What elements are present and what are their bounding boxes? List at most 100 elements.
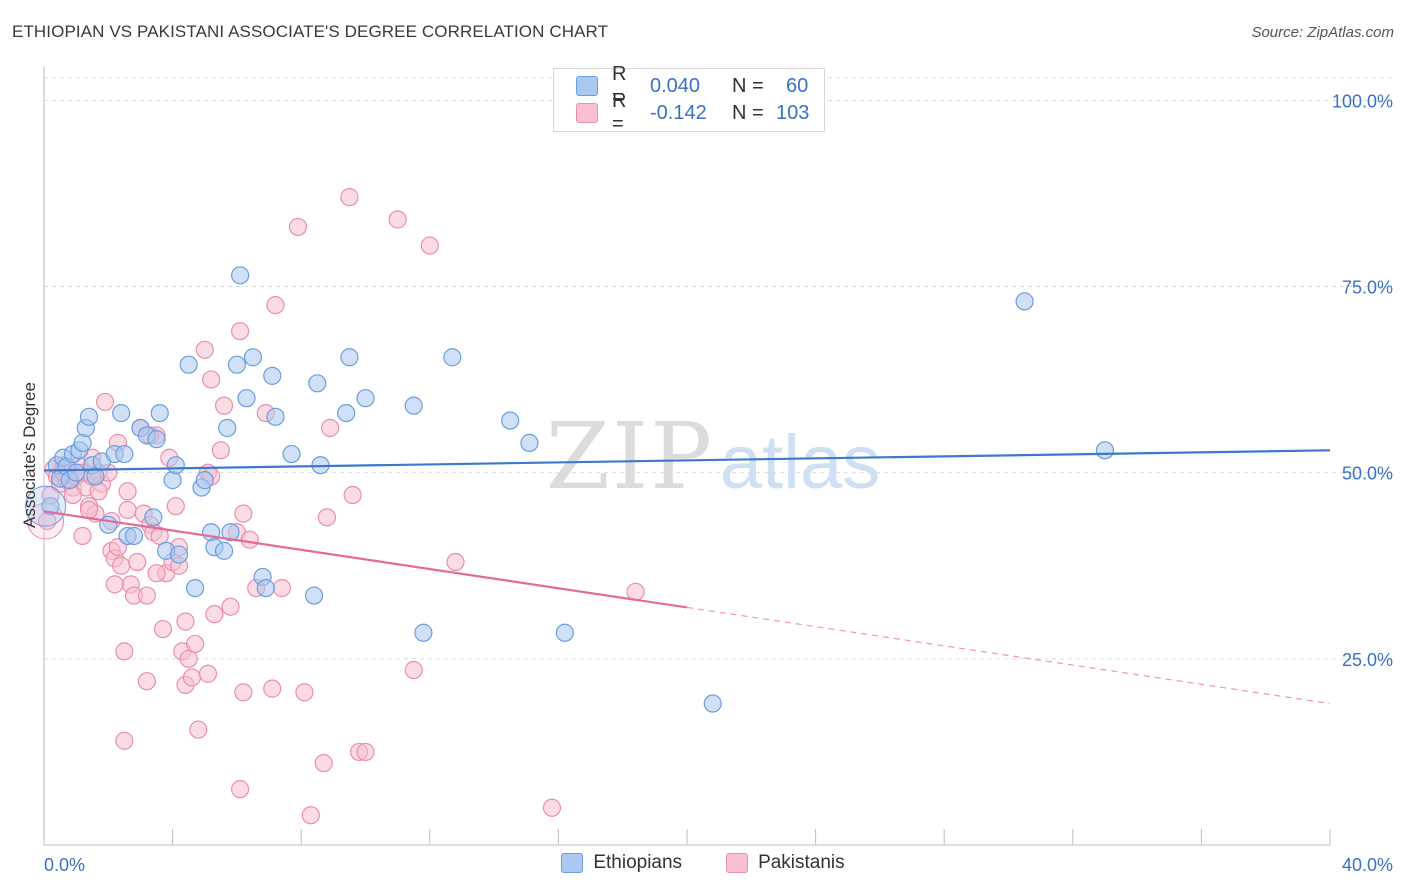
ethiopians-label: Ethiopians — [593, 852, 683, 873]
pakistani-point — [321, 418, 340, 438]
legend-r-value: -0.142 — [650, 101, 707, 124]
ethiopians-swatch — [561, 853, 584, 873]
ethiopian-point — [150, 403, 169, 423]
ethiopian-cluster — [25, 485, 67, 527]
gridlines — [44, 77, 1392, 660]
trend-line-ethiopians — [43, 449, 1331, 472]
pakistani-point — [195, 340, 214, 359]
ethiopian-point — [304, 586, 324, 605]
ethiopian-point — [703, 694, 722, 713]
pakistani-point — [420, 236, 439, 255]
ethiopian-point — [163, 471, 182, 490]
ethiopian-point — [404, 396, 423, 415]
ethiopian-point — [340, 348, 359, 367]
pakistani-point — [234, 504, 253, 523]
chart-title: ETHIOPIAN VS PAKISTANI ASSOCIATE'S DEGRE… — [12, 22, 609, 41]
legend-swatch-blue — [576, 76, 598, 96]
ethiopian-point — [308, 374, 327, 393]
legend-r-value: 0.040 — [650, 74, 701, 97]
legend-row-pakistanis: R = -0.142 N = 103 — [576, 90, 810, 135]
pakistani-point — [118, 482, 137, 501]
ethiopian-point — [186, 578, 205, 598]
pakistani-point — [198, 664, 218, 683]
pakistani-point — [317, 508, 337, 527]
pakistani-point — [343, 485, 362, 505]
ethiopian-point — [67, 463, 86, 482]
ethiopian-point — [266, 407, 285, 426]
ethiopian-point — [73, 433, 92, 452]
correlation-legend: R = 0.040 N = 60 R = -0.142 N = 103 — [553, 63, 825, 135]
pakistani-point — [137, 586, 156, 605]
ethiopian-point — [263, 366, 282, 385]
pakistani-point — [356, 742, 375, 762]
ethiopian-point — [256, 578, 275, 598]
pakistani-point — [340, 188, 359, 207]
ethiopian-point — [221, 523, 240, 542]
legend-n-value: 60 — [786, 74, 809, 97]
ethiopian-point — [124, 526, 144, 546]
tick-labels: 25.0% 50.0% 75.0% 100.0% 0.0% 40.0% — [44, 91, 1393, 875]
axes — [43, 66, 1331, 846]
pakistani-point — [118, 500, 137, 520]
ethiopian-point — [214, 541, 234, 560]
ethiopian-point — [144, 508, 163, 527]
pakistani-point — [446, 552, 465, 572]
pakistani-point — [63, 485, 83, 505]
ethiopian-point — [169, 545, 189, 564]
legend-row-ethiopians: R = 0.040 N = 60 — [576, 63, 809, 108]
pakistani-point — [263, 679, 282, 698]
ethiopian-point — [414, 623, 433, 642]
pakistani-point — [79, 500, 99, 520]
ethiopian-point — [227, 355, 246, 374]
pakistani-point — [301, 806, 320, 825]
pakistani-point — [112, 556, 131, 575]
legend-item-pakistanis: Pakistanis — [726, 852, 845, 874]
ethiopian-point — [356, 389, 375, 408]
ethiopian-point — [179, 355, 198, 374]
pakistani-point — [115, 731, 134, 750]
pakistani-point — [272, 578, 292, 598]
series-legend: Ethiopians Pakistanis — [0, 852, 1406, 874]
pakistani-point — [186, 634, 205, 654]
pakistani-point — [211, 441, 230, 460]
ethiopian-point — [1095, 441, 1115, 460]
legend-r-label: R = — [612, 63, 627, 108]
trend-line-extension-pakistanis — [686, 606, 1331, 705]
legend-swatch-pink — [576, 103, 598, 123]
ethiopian-point — [195, 471, 214, 490]
pakistani-point — [73, 526, 92, 546]
pakistani-point — [388, 210, 407, 229]
pakistani-point — [295, 683, 314, 702]
legend-r-label: R = — [612, 90, 627, 135]
ethiopian-point — [79, 407, 99, 426]
y-axis-label: Associate's Degree — [20, 382, 39, 528]
x-tick-label-min: 0.0% — [44, 855, 85, 875]
ethiopian-point — [147, 430, 166, 449]
pakistani-point — [626, 582, 645, 601]
pakistani-point — [166, 497, 185, 516]
legend-n-label: N = — [732, 101, 764, 124]
y-tick-label: 25.0% — [1342, 650, 1393, 670]
ethiopian-point — [237, 389, 256, 408]
legend-item-ethiopians: Ethiopians — [561, 852, 682, 874]
watermark-zip: ZIP — [546, 403, 714, 510]
legend-n-label: N = — [732, 74, 764, 97]
trend-line-pakistanis — [43, 510, 688, 609]
ethiopian-point — [166, 456, 185, 475]
ethiopian-point — [41, 497, 60, 516]
watermark: ZIP atlas — [546, 403, 880, 510]
pakistani-point — [404, 660, 423, 680]
ethiopian-point — [520, 433, 539, 452]
pakistani-point — [205, 605, 224, 624]
pakistani-point — [128, 552, 147, 572]
pakistani-point — [137, 672, 156, 691]
pakistani-point — [234, 683, 253, 702]
ethiopian-point — [112, 403, 131, 423]
y-tick-label: 75.0% — [1342, 278, 1393, 298]
pakistani-point — [153, 619, 173, 639]
legend-n-value: 103 — [776, 101, 810, 124]
ethiopian-point — [443, 348, 462, 367]
pakistani-point — [214, 396, 234, 415]
watermark-atlas: atlas — [720, 420, 881, 505]
